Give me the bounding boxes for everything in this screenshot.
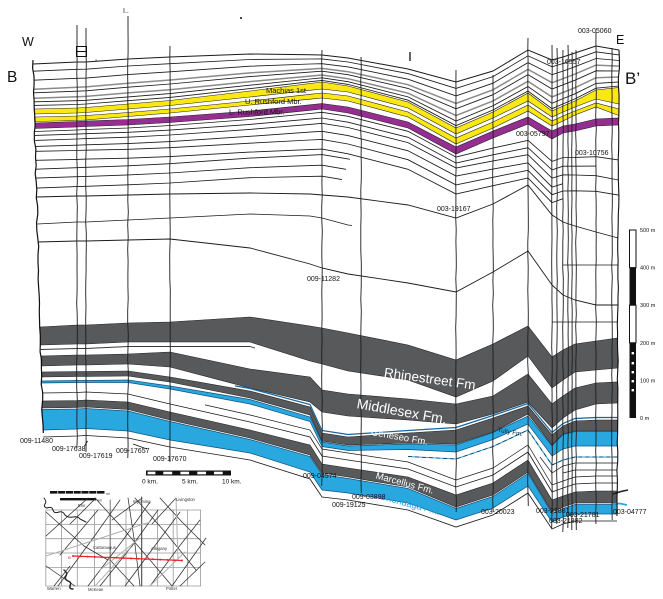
svg-text:300 m: 300 m (640, 303, 656, 309)
svg-text:0 m: 0 m (640, 416, 650, 422)
svg-text:003-16557: 003-16557 (547, 59, 581, 66)
svg-text:’: ’ (95, 58, 97, 68)
svg-text:Allegany: Allegany (151, 546, 168, 551)
svg-text:003-04777: 003-04777 (613, 509, 647, 516)
svg-text:400 m: 400 m (640, 266, 656, 272)
svg-text:B: B (68, 555, 71, 560)
svg-text:Potter: Potter (166, 586, 178, 591)
svg-text:5 km.: 5 km. (182, 479, 198, 486)
svg-text:W: W (22, 35, 34, 49)
svg-text:009-03898: 009-03898 (352, 494, 386, 501)
svg-text:Machias 1st: Machias 1st (266, 86, 307, 95)
svg-text:009-17638: 009-17638 (52, 446, 86, 453)
svg-text:009-17670: 009-17670 (153, 456, 187, 463)
svg-text:Wyoming: Wyoming (133, 499, 151, 504)
svg-text:500 m: 500 m (640, 228, 656, 234)
svg-text:003-21781: 003-21781 (566, 512, 600, 519)
svg-text:B’: B’ (625, 69, 640, 88)
svg-text:Cattaraugus: Cattaraugus (93, 545, 116, 550)
svg-text:Tully Fm.: Tully Fm. (497, 427, 524, 438)
svg-text:003-05060: 003-05060 (578, 28, 612, 35)
svg-text:003-10756: 003-10756 (575, 150, 609, 157)
svg-text:009-17657: 009-17657 (116, 448, 150, 455)
svg-text:003-21881: 003-21881 (536, 508, 570, 515)
svg-text:L. Rushford Mbr.: L. Rushford Mbr. (229, 108, 284, 117)
svg-text:McKean: McKean (88, 587, 104, 592)
svg-text:km: km (98, 499, 103, 503)
svg-text:003-20023: 003-20023 (481, 509, 515, 516)
svg-text:B: B (7, 69, 17, 86)
svg-text:100 m: 100 m (640, 378, 656, 384)
svg-text:10 km.: 10 km. (222, 479, 242, 486)
svg-text:200 m: 200 m (640, 341, 656, 347)
svg-text:0 km.: 0 km. (142, 479, 158, 486)
svg-text:Warren: Warren (47, 586, 61, 591)
svg-text:009-11282: 009-11282 (307, 276, 340, 283)
svg-text:003-21882: 003-21882 (549, 518, 583, 525)
svg-text:Livingston: Livingston (176, 497, 196, 502)
svg-text:009-11480: 009-11480 (20, 438, 53, 445)
svg-text:009-19125: 009-19125 (332, 502, 366, 509)
svg-text:003-19167: 003-19167 (437, 206, 471, 213)
svg-text:Erie: Erie (78, 503, 86, 508)
svg-text:I..: I.. (123, 8, 129, 15)
svg-text:U. Rushford Mbr.: U. Rushford Mbr. (245, 97, 302, 106)
svg-text:mi: mi (106, 492, 110, 496)
svg-text:E: E (616, 33, 624, 47)
svg-text:009-17619: 009-17619 (79, 453, 113, 460)
svg-text:003-05797: 003-05797 (516, 131, 550, 138)
svg-text:009-04574: 009-04574 (303, 473, 337, 480)
